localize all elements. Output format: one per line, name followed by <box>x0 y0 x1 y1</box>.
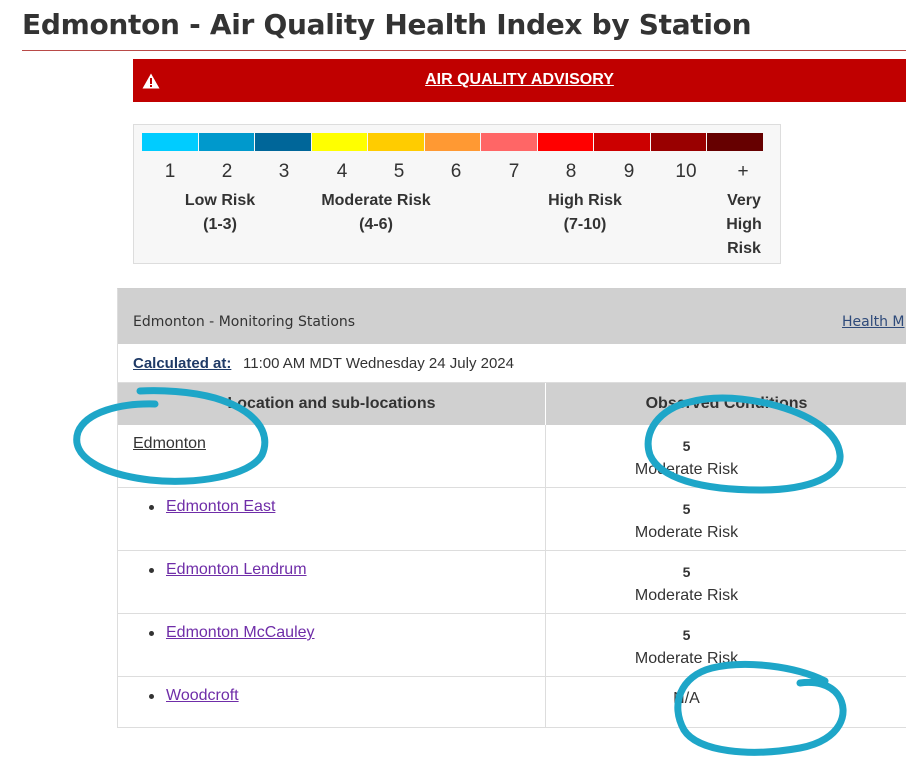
risk-text: Moderate Risk <box>634 524 739 541</box>
scale-swatch-1 <box>142 133 199 151</box>
table-row: Woodcroft N/A <box>118 677 906 728</box>
scale-swatch-plus <box>707 133 764 151</box>
location-link-woodcroft[interactable]: Woodcroft <box>166 687 239 704</box>
risk-text: Moderate Risk <box>634 587 739 604</box>
observed-condition: 5 Moderate Risk <box>546 561 827 607</box>
column-divider <box>545 551 546 613</box>
title-divider <box>22 50 906 51</box>
risk-text: Moderate Risk <box>634 461 739 478</box>
observed-condition: 5 Moderate Risk <box>546 498 827 544</box>
scale-number: 8 <box>565 161 577 182</box>
scale-number: 10 <box>675 161 697 182</box>
advisory-banner: AIR QUALITY ADVISORY <box>133 59 906 102</box>
column-divider <box>545 677 546 727</box>
risk-text: Moderate Risk <box>634 650 739 667</box>
advisory-link[interactable]: AIR QUALITY ADVISORY <box>425 71 614 88</box>
aqhi-value: 5 <box>682 627 691 643</box>
aqhi-value: 5 <box>682 438 691 454</box>
scale-number: 5 <box>393 161 405 182</box>
scale-swatch-3 <box>255 133 312 151</box>
scale-swatch-4 <box>311 133 368 151</box>
table-row: Edmonton 5 Moderate Risk <box>118 425 906 488</box>
high-risk-label: High Risk (7-10) <box>548 192 622 233</box>
warning-icon <box>142 73 160 89</box>
bullet-icon <box>149 631 154 636</box>
location-link-edmonton-lendrum[interactable]: Edmonton Lendrum <box>166 561 307 578</box>
scale-swatch-7 <box>481 133 538 151</box>
table-row: Edmonton Lendrum 5 Moderate Risk <box>118 551 906 614</box>
location-link-edmonton-mccauley[interactable]: Edmonton McCauley <box>166 624 315 641</box>
aqhi-scale-legend: 1 2 3 4 5 6 7 8 9 10 + Low Risk (1-3) Mo… <box>133 124 781 264</box>
scale-number: 3 <box>278 161 290 182</box>
column-header-location: Location and sub-locations <box>227 395 436 412</box>
column-divider <box>545 425 546 487</box>
bullet-icon <box>149 505 154 510</box>
scale-number: 1 <box>164 161 176 182</box>
observed-condition: 5 Moderate Risk <box>546 435 827 481</box>
calculated-label[interactable]: Calculated at: <box>133 355 232 372</box>
scale-number: 9 <box>623 161 635 182</box>
low-risk-label: Low Risk (1-3) <box>184 192 256 233</box>
location-link-edmonton-east[interactable]: Edmonton East <box>166 498 276 515</box>
aqhi-value: N/A <box>673 690 700 707</box>
scale-number: + <box>737 161 749 182</box>
location-link-edmonton[interactable]: Edmonton <box>133 435 206 452</box>
very-high-risk-label: Very High Risk <box>726 192 762 257</box>
scale-swatch-5 <box>368 133 425 151</box>
scale-number: 6 <box>450 161 462 182</box>
bullet-icon <box>149 694 154 699</box>
scale-number: 2 <box>221 161 233 182</box>
observed-condition: 5 Moderate Risk <box>546 624 827 670</box>
moderate-risk-label: Moderate Risk (4-6) <box>321 192 431 233</box>
bullet-icon <box>149 568 154 573</box>
observed-condition: N/A <box>546 687 827 710</box>
page-title: Edmonton - Air Quality Health Index by S… <box>22 8 752 41</box>
aqhi-value: 5 <box>682 501 691 517</box>
column-divider <box>545 614 546 676</box>
scale-swatch-6 <box>424 133 481 151</box>
table-column-headers: Location and sub-locations Observed Cond… <box>118 383 906 425</box>
column-header-conditions: Observed Conditions <box>645 395 808 412</box>
aqhi-value: 5 <box>682 564 691 580</box>
monitoring-stations-table: Edmonton - Monitoring Stations Health M … <box>117 288 906 728</box>
calculated-value: 11:00 AM MDT Wednesday 24 July 2024 <box>243 355 514 372</box>
scale-swatch-8 <box>537 133 594 151</box>
scale-number: 7 <box>508 161 520 182</box>
table-row: Edmonton McCauley 5 Moderate Risk <box>118 614 906 677</box>
scale-swatch-9 <box>594 133 651 151</box>
column-divider <box>545 488 546 550</box>
scale-number: 4 <box>336 161 348 182</box>
calculated-at: Calculated at: 11:00 AM MDT Wednesday 24… <box>118 344 906 383</box>
table-row: Edmonton East 5 Moderate Risk <box>118 488 906 551</box>
column-divider <box>545 383 546 425</box>
stations-header: Edmonton - Monitoring Stations Health M <box>118 289 906 344</box>
scale-color-bar <box>142 133 764 151</box>
health-messages-link[interactable]: Health M <box>842 314 905 330</box>
scale-swatch-2 <box>198 133 255 151</box>
stations-title: Edmonton - Monitoring Stations <box>133 314 356 330</box>
scale-swatch-10 <box>650 133 707 151</box>
